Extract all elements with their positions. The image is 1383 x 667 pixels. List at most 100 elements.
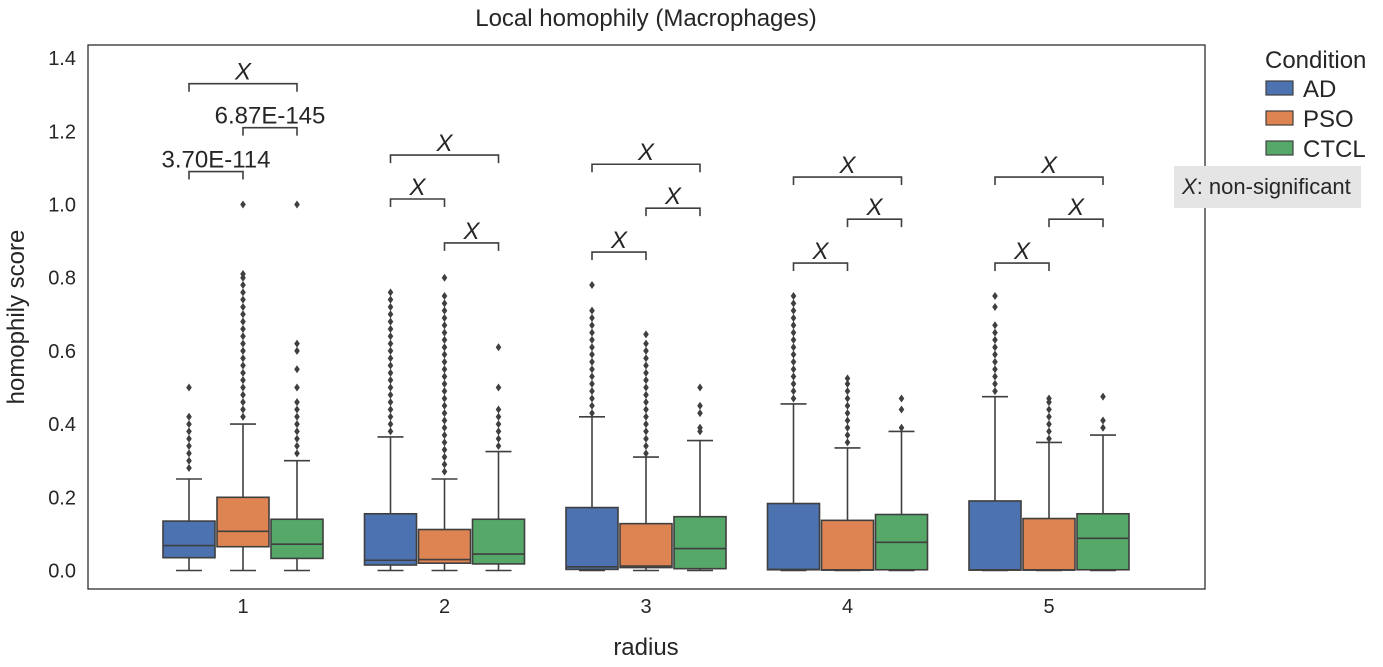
outlier-point [1046,434,1052,443]
box-ctcl-3 [673,383,727,572]
bracket-line [242,126,298,136]
box-ad-5 [968,292,1022,572]
legend: Condition AD PSO CTCL [1265,47,1366,163]
outlier-point [387,324,394,333]
outlier-point [992,357,998,366]
significance-bracket: 3.70E-114 [162,147,271,180]
box-series [162,200,1130,572]
outlier-point [186,464,192,473]
y-tick-label: 0.2 [48,487,76,509]
outlier-point [186,420,192,429]
outlier-point [387,376,394,385]
outlier-point [790,321,797,330]
bracket-line [792,262,849,272]
outlier-point [294,442,300,451]
outlier-point [240,368,246,377]
outlier-point [1046,412,1052,421]
outlier-point [387,346,394,355]
bracket-line [188,82,298,92]
outlier-point [387,317,394,326]
outlier-point [387,302,394,311]
bracket-line [994,176,1104,186]
outlier-point [387,339,394,348]
significance-note: X: non-significant [1174,166,1361,208]
outlier-point [240,376,246,385]
x-tick-label: 5 [1043,596,1054,618]
y-tick-label: 1.0 [48,195,76,217]
bracket-line [645,207,701,217]
box-iqr [968,500,1022,571]
outlier-point [790,365,797,374]
outlier-point [589,313,595,322]
outlier-point [294,398,300,407]
box-pso-5 [1022,394,1076,572]
outlier-point [240,302,246,311]
outlier-point [387,368,394,377]
box-pso-2 [417,273,472,572]
bracket-line [846,218,903,228]
box-iqr [162,520,216,559]
outlier-point [495,412,502,421]
outlier-point [697,423,703,432]
outlier-point [790,292,797,300]
outlier-point [898,405,905,414]
box-iqr [673,515,727,570]
outlier-point [441,401,448,410]
bracket-label: X [664,183,682,210]
outlier-point [844,409,851,418]
outlier-point [240,324,246,333]
outlier-point [844,416,851,425]
outlier-point [387,412,394,421]
outlier-point [844,423,851,432]
outlier-point [643,449,649,458]
outlier-point [790,343,797,352]
outlier-point [697,383,703,392]
outlier-point [441,273,448,282]
bracket-label: X [1013,238,1031,265]
outlier-point [992,328,998,337]
significance-bracket: X [1048,194,1104,228]
outlier-point [643,412,649,421]
outlier-point [441,292,448,300]
legend-label: AD [1303,76,1336,103]
outlier-point [844,379,851,388]
x-axis: 1 2 3 4 5 [237,596,1054,618]
box-ad-2 [363,288,418,572]
box-pso-1 [216,200,270,572]
note-symbol: X [1181,174,1198,199]
outlier-point [992,387,998,396]
outlier-point [643,427,649,436]
outlier-point [589,306,595,315]
legend-item-pso: PSO [1265,106,1354,133]
outlier-point [643,361,649,370]
box-ctcl-2 [471,343,526,572]
outlier-point [844,394,851,403]
bracket-label: X [637,139,655,166]
outlier-point [898,394,905,403]
outlier-point [495,427,502,436]
outlier-point [643,330,649,339]
outlier-point [441,335,448,344]
outlier-point [643,442,649,451]
significance-bracket: X [994,238,1050,272]
outlier-point [1100,423,1106,432]
box-iqr [1022,517,1076,571]
outlier-point [790,379,797,388]
outlier-point [387,310,394,319]
outlier-point [495,434,502,443]
outlier-point [589,335,595,344]
bracket-label: 3.70E-114 [162,147,271,174]
outlier-point [790,313,797,322]
outlier-point [1046,394,1052,403]
outlier-point [643,405,649,414]
outlier-point [643,339,649,348]
outlier-point [441,409,448,418]
outlier-point [992,372,998,381]
significance-bracket: X [389,174,446,208]
outlier-point [495,442,502,451]
outlier-point [589,357,595,366]
outlier-point [441,328,448,337]
bracket-label: 6.87E-145 [215,103,326,130]
outlier-point [1046,405,1052,414]
